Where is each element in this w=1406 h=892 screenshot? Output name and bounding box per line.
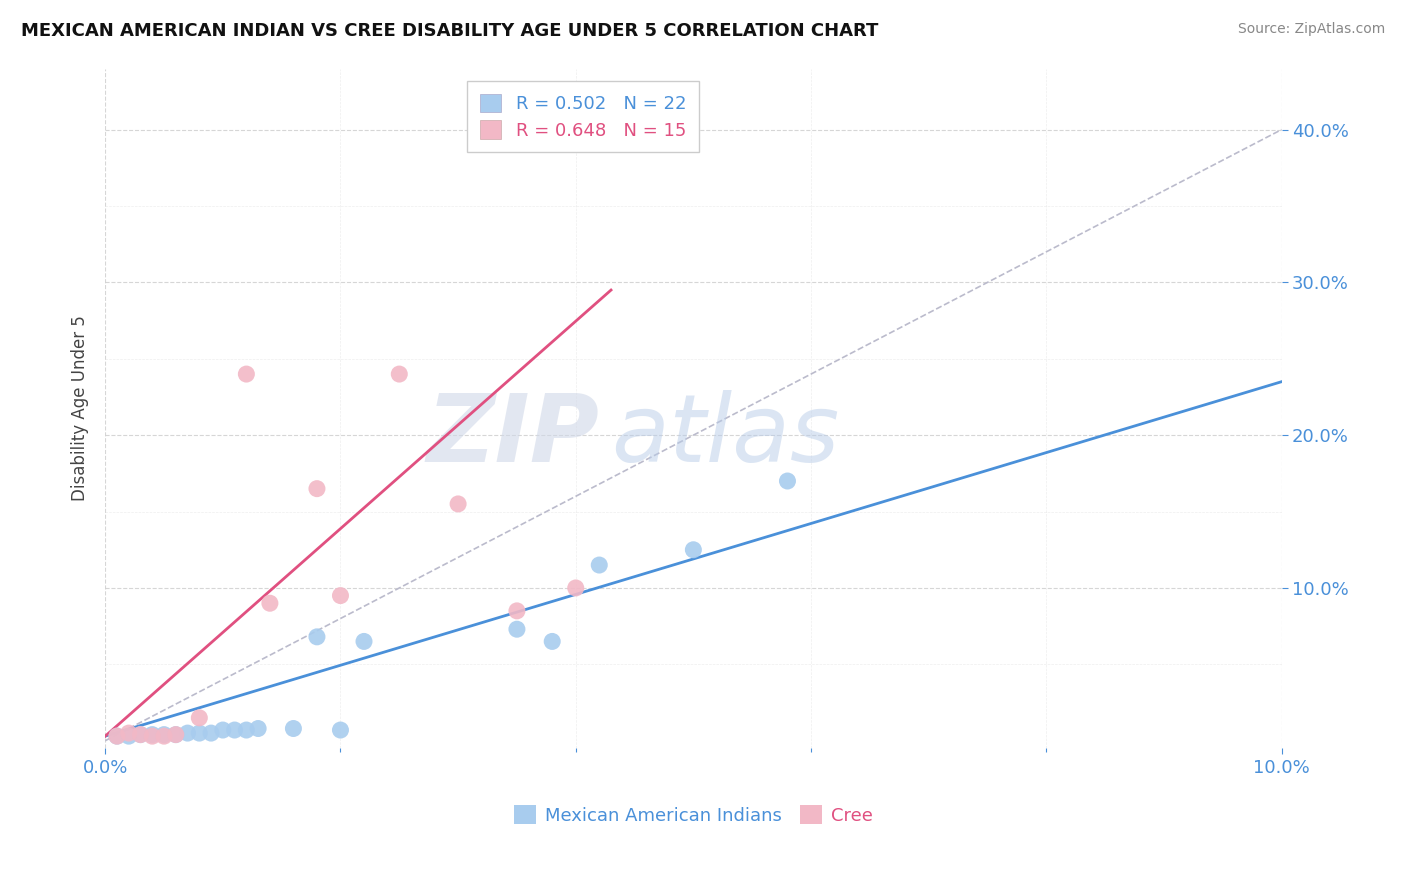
Point [200, 726, 222, 740]
Point [129, 728, 152, 742]
Point [105, 729, 128, 743]
Point [224, 723, 246, 737]
Point [329, 723, 352, 737]
Text: ZIP: ZIP [426, 390, 599, 482]
Point [305, 630, 328, 644]
Y-axis label: Disability Age Under 5: Disability Age Under 5 [72, 316, 89, 501]
Point [588, 558, 610, 572]
Text: atlas: atlas [612, 390, 839, 481]
Point [283, 722, 305, 736]
Point [682, 542, 704, 557]
Point [141, 728, 163, 742]
Point [259, 596, 281, 610]
Text: MEXICAN AMERICAN INDIAN VS CREE DISABILITY AGE UNDER 5 CORRELATION CHART: MEXICAN AMERICAN INDIAN VS CREE DISABILI… [21, 22, 879, 40]
Point [118, 729, 141, 743]
Point [165, 728, 187, 742]
Point [541, 634, 564, 648]
Point [305, 482, 328, 496]
Point [141, 729, 163, 743]
Point [188, 711, 211, 725]
Point [235, 723, 257, 737]
Point [129, 728, 152, 742]
Point [247, 722, 270, 736]
Point [329, 589, 352, 603]
Point [776, 474, 799, 488]
Point [388, 367, 411, 381]
Point [447, 497, 470, 511]
Point [188, 726, 211, 740]
Point [506, 622, 529, 636]
Point [105, 729, 128, 743]
Point [211, 723, 233, 737]
Point [118, 726, 141, 740]
Point [153, 729, 176, 743]
Point [153, 728, 176, 742]
Point [165, 728, 187, 742]
Point [176, 726, 198, 740]
Point [353, 634, 375, 648]
Point [235, 367, 257, 381]
Point [506, 604, 529, 618]
Text: Source: ZipAtlas.com: Source: ZipAtlas.com [1237, 22, 1385, 37]
Legend: Mexican American Indians, Cree: Mexican American Indians, Cree [508, 798, 880, 832]
Point [564, 581, 586, 595]
